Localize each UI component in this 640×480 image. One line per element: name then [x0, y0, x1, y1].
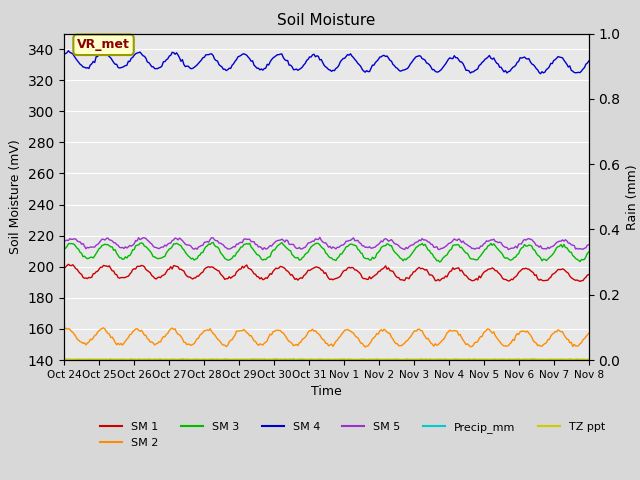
SM 4: [537, 71, 545, 77]
SM 3: [559, 244, 566, 250]
SM 1: [585, 272, 593, 277]
Legend: SM 1, SM 2, SM 3, SM 4, SM 5, Precip_mm, TZ ppt: SM 1, SM 2, SM 3, SM 4, SM 5, Precip_mm,…: [96, 418, 609, 452]
SM 5: [585, 242, 593, 248]
Precip_mm: [291, 357, 299, 362]
Y-axis label: Rain (mm): Rain (mm): [626, 164, 639, 229]
TZ ppt: [292, 357, 300, 362]
TZ ppt: [60, 357, 68, 362]
Line: SM 4: SM 4: [64, 51, 589, 74]
SM 4: [126, 59, 134, 64]
TZ ppt: [125, 357, 132, 362]
SM 3: [236, 247, 243, 252]
SM 4: [65, 48, 72, 54]
SM 4: [244, 54, 252, 60]
Precip_mm: [243, 358, 251, 363]
SM 4: [218, 64, 226, 70]
SM 4: [291, 67, 299, 72]
SM 1: [218, 273, 226, 278]
SM 3: [218, 252, 226, 257]
Line: Precip_mm: Precip_mm: [64, 359, 589, 361]
SM 5: [60, 239, 68, 245]
SM 5: [243, 237, 251, 242]
SM 3: [209, 240, 217, 245]
SM 3: [125, 253, 132, 259]
SM 5: [259, 247, 267, 252]
Line: SM 5: SM 5: [64, 237, 589, 250]
SM 2: [126, 332, 134, 337]
SM 1: [244, 265, 252, 271]
SM 2: [244, 331, 252, 336]
SM 5: [316, 234, 324, 240]
SM 2: [100, 325, 108, 331]
SM 1: [126, 271, 134, 277]
SM 1: [576, 278, 584, 284]
Precip_mm: [125, 357, 132, 363]
Line: TZ ppt: TZ ppt: [64, 359, 589, 360]
TZ ppt: [244, 356, 252, 362]
Text: VR_met: VR_met: [77, 38, 130, 51]
Title: Soil Moisture: Soil Moisture: [277, 13, 376, 28]
TZ ppt: [218, 357, 226, 362]
Precip_mm: [60, 357, 68, 362]
SM 4: [236, 53, 243, 59]
Line: SM 2: SM 2: [64, 328, 589, 347]
Precip_mm: [388, 358, 396, 364]
SM 4: [60, 52, 68, 58]
SM 3: [244, 241, 252, 247]
SM 5: [125, 244, 132, 250]
SM 5: [291, 244, 299, 250]
SM 1: [60, 265, 68, 271]
Precip_mm: [559, 357, 566, 363]
SM 2: [559, 329, 566, 335]
Line: SM 1: SM 1: [64, 264, 589, 281]
SM 4: [559, 55, 566, 60]
TZ ppt: [236, 357, 243, 362]
SM 4: [585, 58, 593, 64]
TZ ppt: [272, 356, 280, 361]
Line: SM 3: SM 3: [64, 242, 589, 262]
SM 1: [291, 276, 299, 282]
TZ ppt: [585, 357, 593, 362]
SM 3: [60, 246, 68, 252]
SM 3: [585, 249, 593, 255]
SM 5: [234, 241, 242, 247]
SM 2: [291, 342, 299, 348]
SM 1: [236, 266, 243, 272]
Precip_mm: [234, 357, 242, 363]
Precip_mm: [585, 357, 593, 363]
SM 2: [236, 328, 243, 334]
Precip_mm: [216, 358, 224, 363]
SM 2: [585, 330, 593, 336]
TZ ppt: [204, 357, 211, 362]
SM 1: [65, 262, 72, 267]
SM 2: [218, 341, 226, 347]
SM 2: [362, 344, 369, 350]
X-axis label: Time: Time: [311, 385, 342, 398]
SM 1: [557, 267, 565, 273]
SM 2: [60, 327, 68, 333]
Precip_mm: [290, 356, 298, 362]
SM 5: [216, 240, 224, 246]
SM 5: [559, 237, 566, 243]
SM 3: [291, 255, 299, 261]
Y-axis label: Soil Moisture (mV): Soil Moisture (mV): [9, 139, 22, 254]
SM 3: [436, 259, 444, 265]
TZ ppt: [559, 356, 566, 362]
